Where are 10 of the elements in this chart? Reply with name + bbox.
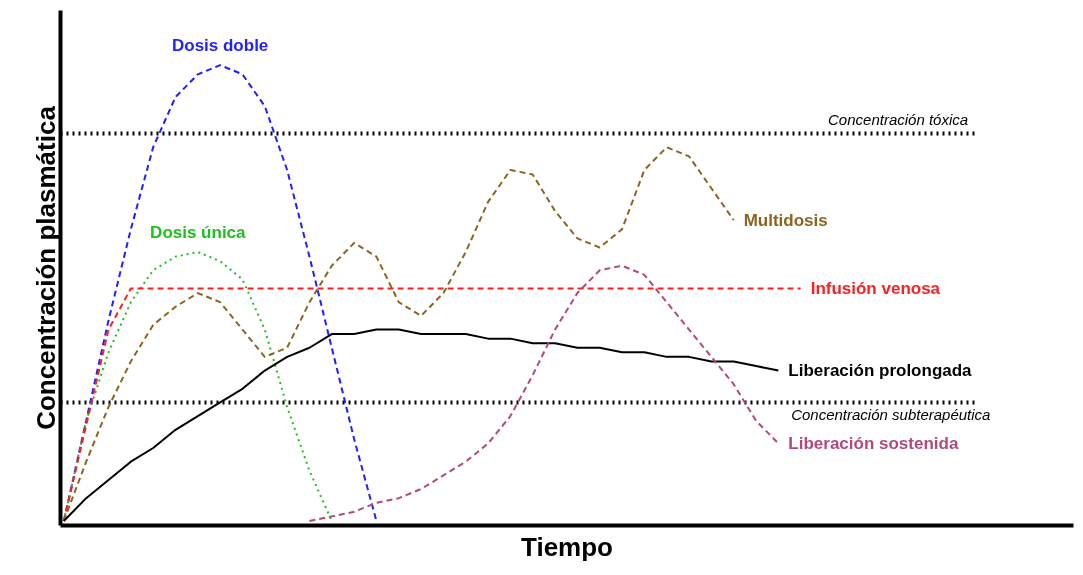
series-label: Multidosis (743, 210, 828, 230)
x-axis-title: Tiempo (521, 531, 613, 562)
series-label: Liberación prolongada (788, 361, 973, 381)
series-label: Infusión venosa (810, 279, 941, 299)
ref-line-label: Concentración tóxica (828, 110, 969, 128)
series-label: Liberación sostenida (788, 433, 959, 453)
series-label: Dosis doble (171, 36, 269, 56)
y-axis-title: Concentración plasmática (30, 105, 61, 430)
ref-line-label: Concentración subterapéutica (791, 406, 991, 424)
series-label: Dosis única (150, 223, 247, 243)
